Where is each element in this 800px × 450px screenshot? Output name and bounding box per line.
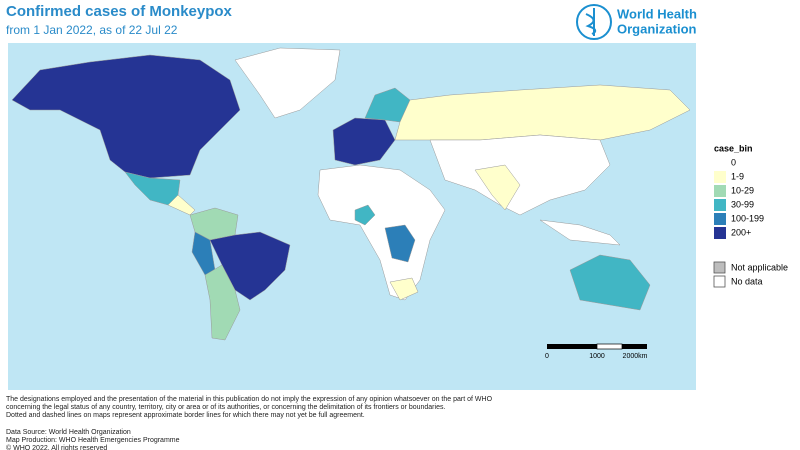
legend: 0 1-9 10-29 30-99 100-199 200+ Not applicable N… — [713, 157, 788, 288]
scale-label: 0 — [545, 353, 549, 360]
legend-title: case_bin — [714, 143, 753, 153]
legend-swatch — [714, 157, 726, 169]
legend-label: 200+ — [731, 227, 751, 237]
scale-label: 1000 — [589, 353, 605, 360]
legend-swatch — [714, 227, 726, 239]
scale-bar: 0 1000 2000km — [545, 343, 648, 360]
greenland — [234, 47, 341, 119]
legend-label: 100-199 — [731, 213, 764, 223]
disclaimer-line: concerning the legal status of any count… — [6, 404, 445, 411]
indonesia — [539, 219, 621, 246]
legend-label: 1-9 — [731, 171, 744, 181]
scale-segment — [547, 344, 597, 349]
logo-staff — [585, 8, 597, 36]
scale-segment — [596, 343, 623, 350]
legend-label: 30-99 — [731, 199, 754, 209]
credit-line: Data Source: World Health Organization — [6, 429, 131, 436]
footer: The designations employed and the presen… — [6, 396, 493, 450]
central-america — [167, 194, 196, 216]
legend-swatch — [714, 213, 726, 225]
credit-line: © WHO 2022. All rights reserved — [6, 444, 107, 450]
argentina-chile — [204, 264, 241, 341]
logo-text: Organization — [617, 21, 697, 36]
title: Confirmed cases of Monkeypox — [6, 3, 233, 20]
logo-text: World Health — [617, 6, 697, 21]
legend-label: 0 — [731, 157, 736, 167]
legend-swatch — [714, 185, 726, 197]
scale-segment — [622, 344, 647, 349]
credit-line: Map Production: WHO Health Emergencies P… — [6, 437, 180, 444]
asia — [429, 134, 611, 216]
legend-label: No data — [731, 276, 763, 286]
legend-label: Not applicable — [731, 262, 788, 272]
western-europe — [332, 117, 396, 166]
north-america — [11, 54, 241, 179]
scale-label: 2000km — [623, 353, 648, 360]
legend-swatch — [714, 199, 726, 211]
legend-swatch — [713, 261, 726, 274]
legend-swatch — [714, 171, 726, 183]
legend-swatch — [713, 275, 726, 288]
countries — [11, 47, 691, 341]
legend-label: 10-29 — [731, 185, 754, 195]
subtitle: from 1 Jan 2022, as of 22 Jul 22 — [6, 23, 178, 37]
disclaimer-line: The designations employed and the presen… — [6, 396, 493, 403]
australia — [569, 254, 651, 311]
dr-congo — [384, 224, 416, 263]
disclaimer-line: Dotted and dashed lines on maps represen… — [6, 412, 365, 419]
who-logo: World Health Organization — [576, 4, 697, 40]
nigeria — [354, 204, 376, 226]
south-africa — [389, 277, 419, 301]
india — [474, 164, 521, 211]
logo-emblem — [576, 4, 612, 40]
